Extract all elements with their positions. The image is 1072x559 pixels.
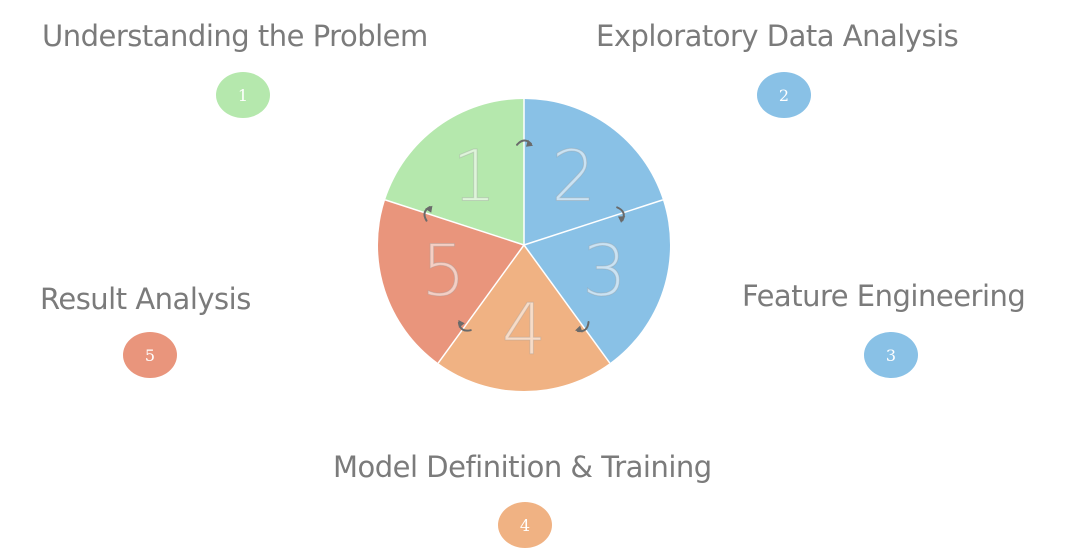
step-5-title: Result Analysis xyxy=(40,282,251,316)
wheel-divider xyxy=(523,199,664,246)
step-2-badge: 2 xyxy=(757,72,811,118)
curved-arrow-icon xyxy=(457,319,472,332)
step-5-badge: 5 xyxy=(123,332,177,378)
step-1-badge: 1 xyxy=(216,72,270,118)
wheel-number-5: 5 xyxy=(421,230,466,312)
step-3-badge: 3 xyxy=(864,332,918,378)
wheel-slice-4 xyxy=(438,245,610,392)
curved-arrow-icon xyxy=(516,139,533,147)
wheel-divider xyxy=(523,244,611,364)
wheel-divider xyxy=(384,199,525,246)
wheel-divider xyxy=(437,244,525,364)
curved-arrow-icon xyxy=(423,205,433,222)
wheel-slice-2 xyxy=(524,99,663,245)
wheel-slice-1 xyxy=(385,99,524,245)
wheel-number-3: 3 xyxy=(582,230,627,312)
step-4-badge: 4 xyxy=(498,502,552,548)
step-1-title: Understanding the Problem xyxy=(42,19,428,53)
step-4-title: Model Definition & Training xyxy=(333,450,712,484)
wheel-number-1: 1 xyxy=(452,135,497,217)
curved-arrow-icon xyxy=(616,206,626,223)
step-3-title: Feature Engineering xyxy=(742,279,1026,313)
step-2-title: Exploratory Data Analysis xyxy=(596,19,959,53)
curved-arrow-icon xyxy=(575,320,590,333)
wheel-number-2: 2 xyxy=(552,135,597,217)
wheel-slice-3 xyxy=(524,199,671,364)
wheel-slice-5 xyxy=(378,199,524,364)
wheel-number-4: 4 xyxy=(502,289,547,371)
